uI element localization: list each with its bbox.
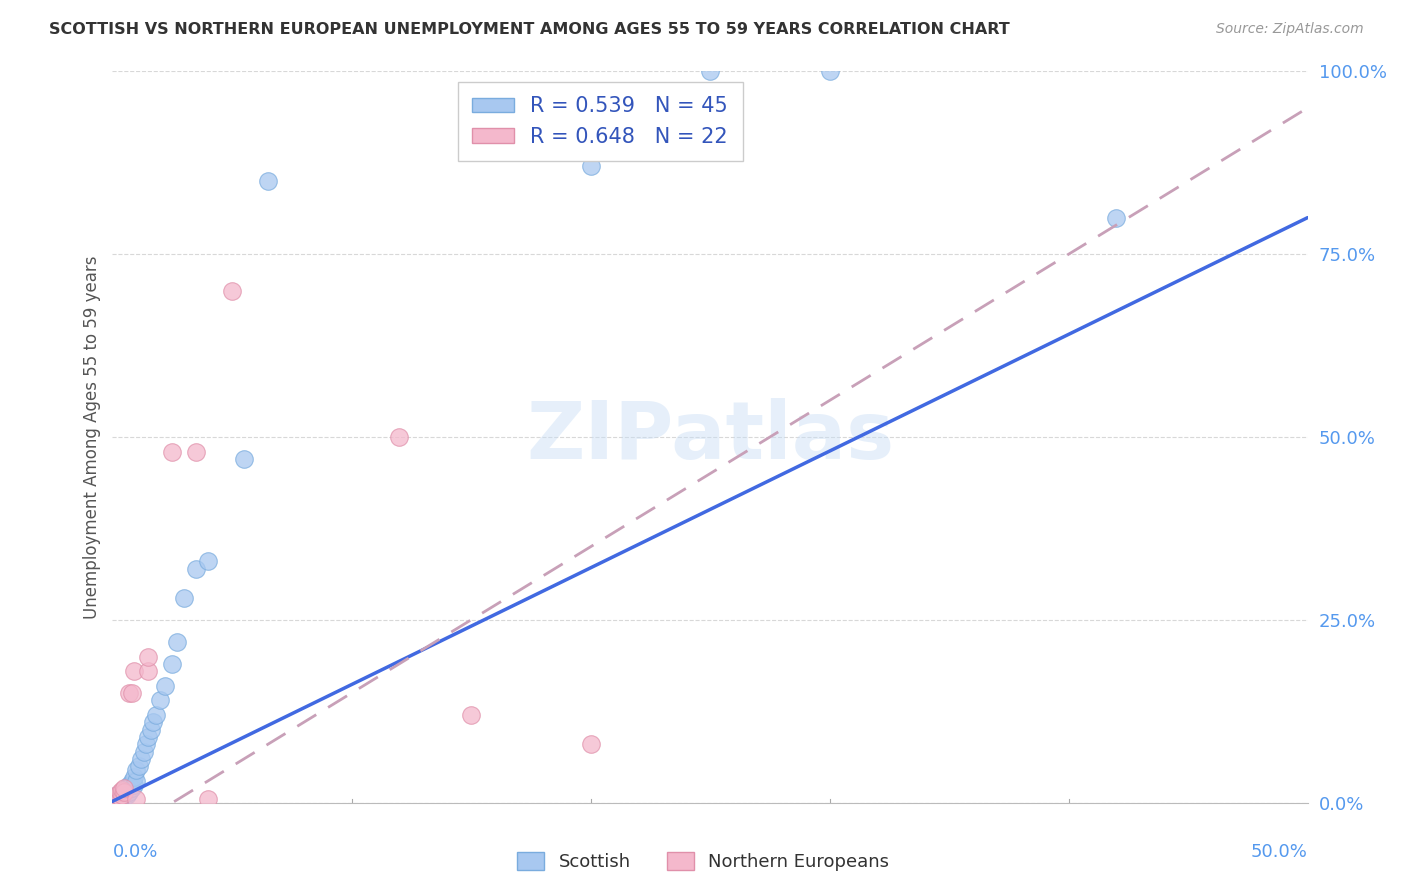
Point [121,773,143,788]
Point [105,789,128,803]
Point [138,730,160,744]
Point [122,770,145,784]
Point [166,635,188,649]
Point [197,554,219,568]
Text: Source: ZipAtlas.com: Source: ZipAtlas.com [1216,22,1364,37]
Point [186,562,208,576]
Point [162,444,183,458]
Text: ZIPatlas: ZIPatlas [526,398,894,476]
Point [128,759,150,773]
Point [104,794,127,808]
Point [115,781,138,796]
Point [125,763,148,777]
Point [197,792,219,806]
Y-axis label: Unemployment Among Ages 55 to 59 years: Unemployment Among Ages 55 to 59 years [83,255,101,619]
Point [108,787,131,801]
Point [114,787,135,801]
Point [579,160,602,174]
Point [132,745,155,759]
Point [104,792,127,806]
Point [108,789,131,804]
Point [105,790,128,805]
Point [118,785,141,799]
Point [388,430,411,444]
Point [145,708,167,723]
Point [114,785,135,799]
Point [104,794,127,808]
Text: SCOTTISH VS NORTHERN EUROPEAN UNEMPLOYMENT AMONG AGES 55 TO 59 YEARS CORRELATION: SCOTTISH VS NORTHERN EUROPEAN UNEMPLOYME… [49,22,1010,37]
Point [186,444,208,458]
Point [1105,211,1128,225]
Point [114,782,135,797]
Point [135,737,157,751]
Point [121,686,143,700]
Point [121,781,143,796]
Point [153,679,176,693]
Point [162,657,183,671]
Point [111,791,134,805]
Point [111,789,134,803]
Point [125,792,148,806]
Point [221,284,243,298]
Point [139,723,162,737]
Point [142,715,165,730]
Point [118,686,141,700]
Point [149,693,172,707]
Point [122,664,145,678]
Point [111,782,134,797]
Point [699,64,721,78]
Text: 0.0%: 0.0% [112,843,157,861]
Point [108,789,131,804]
Point [115,789,138,803]
Point [111,789,134,803]
Point [111,785,134,799]
Point [125,773,148,788]
Point [122,777,145,792]
Legend: Scottish, Northern Europeans: Scottish, Northern Europeans [509,845,897,879]
Legend: R = 0.539   N = 45, R = 0.648   N = 22: R = 0.539 N = 45, R = 0.648 N = 22 [457,82,742,161]
Point [138,649,160,664]
Point [105,789,128,803]
Text: 50.0%: 50.0% [1251,843,1308,861]
Point [114,789,135,804]
Point [579,737,602,751]
Point [114,781,135,796]
Point [108,792,131,806]
Point [129,752,152,766]
Point [118,777,141,792]
Point [138,664,160,678]
Point [257,174,280,188]
Point [460,708,482,723]
Point [105,792,128,806]
Point [818,64,841,78]
Point [232,452,256,467]
Point [108,785,131,799]
Point [173,591,195,605]
Point [105,794,128,808]
